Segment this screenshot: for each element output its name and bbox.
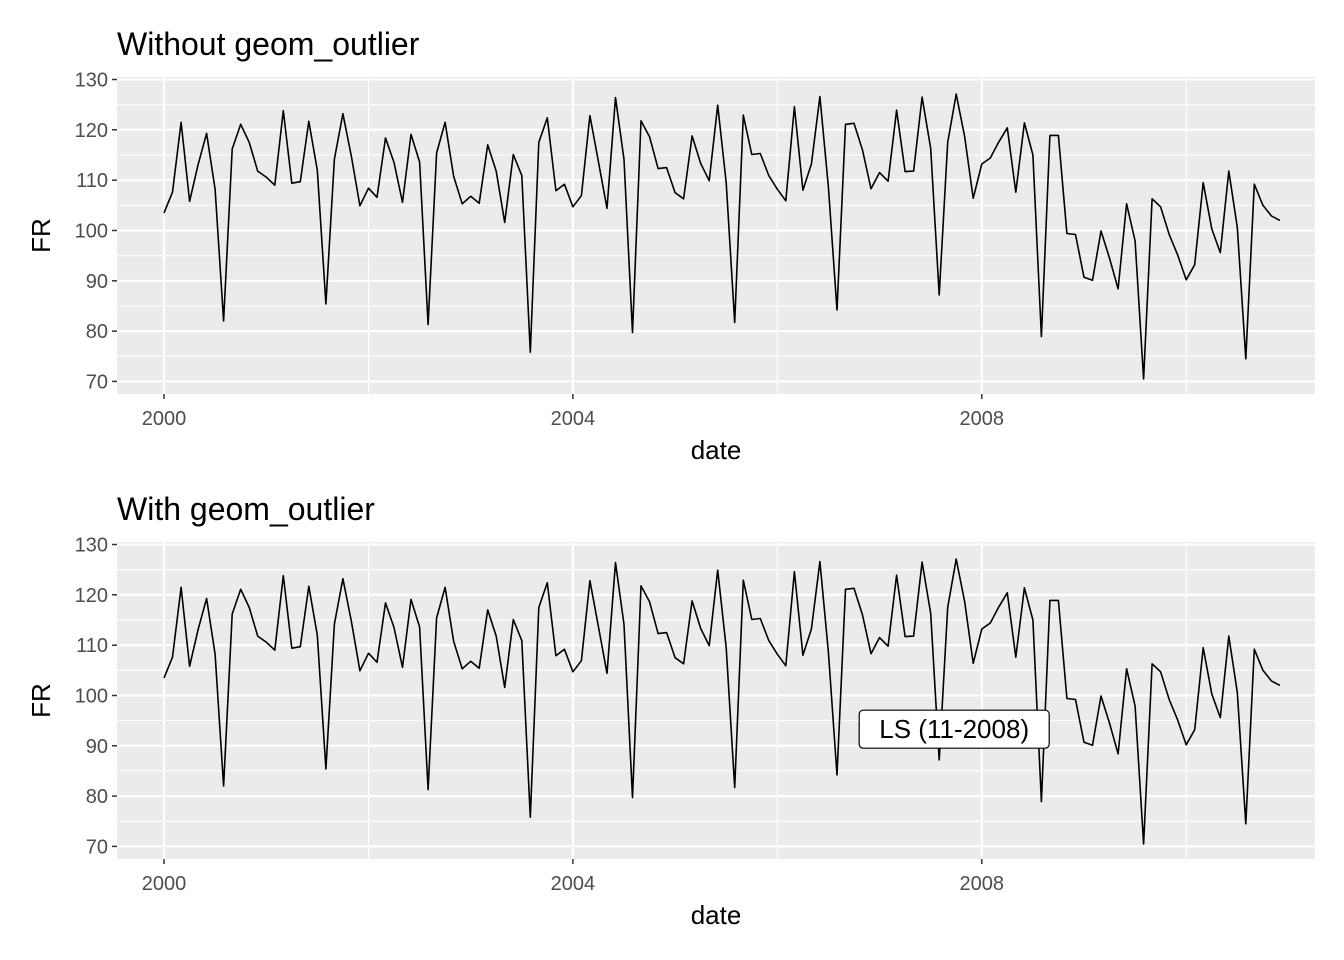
y-tick-label: 120 <box>75 120 108 142</box>
y-tick-label: 70 <box>86 371 108 393</box>
x-tick-label: 2000 <box>142 408 187 430</box>
y-tick-label: 100 <box>75 221 108 243</box>
x-axis-title: date <box>691 435 742 465</box>
x-tick-label: 2000 <box>142 873 187 895</box>
y-tick-label: 120 <box>75 585 108 607</box>
y-tick-label: 100 <box>75 686 108 708</box>
y-tick-label: 130 <box>75 70 108 92</box>
x-axis-title: date <box>691 900 742 930</box>
panel-title: Without geom_outlier <box>117 26 420 62</box>
y-tick-label: 110 <box>76 170 108 192</box>
x-tick-label: 2004 <box>551 408 596 430</box>
y-tick-label: 110 <box>76 635 108 657</box>
y-tick-label: 90 <box>86 271 108 293</box>
panel-title: With geom_outlier <box>117 491 375 527</box>
panel-with-geom-outlier: With geom_outlier 70 80 90 100 110 120 130 2000… <box>26 491 1315 930</box>
x-tick-label: 2004 <box>551 873 596 895</box>
y-tick-label: 80 <box>86 786 108 808</box>
y-tick-label: 70 <box>86 836 108 858</box>
annotation-layer: LS (11-2008) <box>859 710 1049 748</box>
x-tick-label: 2008 <box>960 873 1005 895</box>
y-tick-label: 80 <box>86 321 108 343</box>
y-axis-title: FR <box>26 218 56 253</box>
panel-without-geom-outlier: Without geom_outlier 70 80 90 100 110 120 130 2… <box>26 26 1315 465</box>
annotation-label: LS (11-2008) <box>879 714 1029 744</box>
y-axis-title: FR <box>26 683 56 718</box>
x-tick-label: 2008 <box>960 408 1005 430</box>
y-tick-label: 130 <box>75 535 108 557</box>
y-tick-label: 90 <box>86 736 108 758</box>
